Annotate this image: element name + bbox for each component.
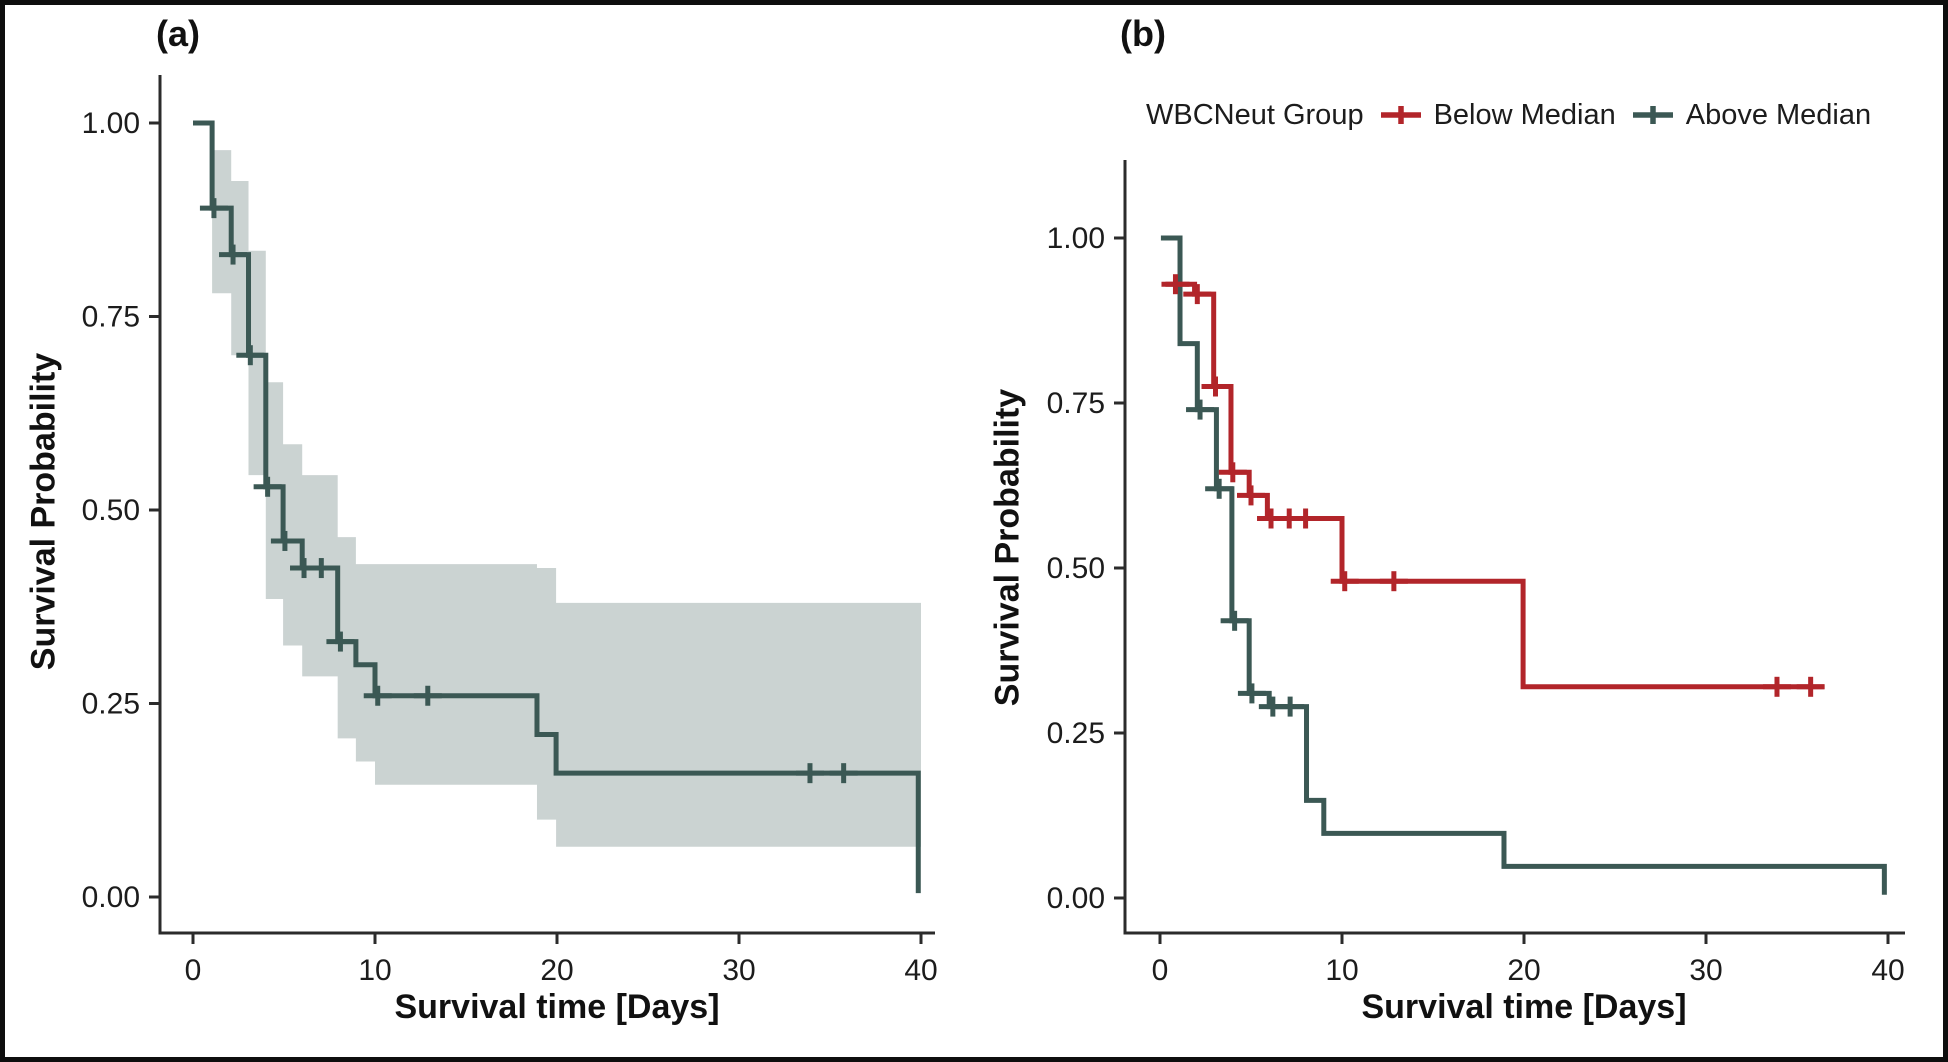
x-tick-label: 10 <box>358 954 391 987</box>
y-tick-label: 0.00 <box>82 881 140 914</box>
axis-lines <box>158 75 935 935</box>
legend-entry-label: Below Median <box>1433 98 1616 131</box>
x-tick-label: 20 <box>1507 954 1540 987</box>
legend: WBCNeut Group Below Median Above Median <box>1146 86 1871 144</box>
x-tick-label: 10 <box>1325 954 1358 987</box>
censor-plus-icon <box>1380 106 1421 124</box>
y-tick-label: 0.25 <box>82 688 140 721</box>
panel-a-plot: 0 10 20 30 40 0.00 0.25 0.50 0.75 1.00 <box>82 75 938 987</box>
panel-a-x-axis-title: Survival time [Days] <box>394 988 720 1026</box>
x-tick-label: 20 <box>540 954 573 987</box>
y-tick-label: 0.25 <box>1047 717 1105 750</box>
legend-entry-above-median: Above Median <box>1630 99 1871 132</box>
x-tick-label: 40 <box>904 954 937 987</box>
panel-a-y-axis-title: Survival Probability <box>24 352 63 671</box>
y-tick-label: 0.00 <box>1047 882 1105 915</box>
x-tick-label: 0 <box>185 954 202 987</box>
censor-marks-below-median <box>1161 274 1825 697</box>
y-tick-label: 0.75 <box>1047 387 1105 420</box>
y-tick-label: 0.75 <box>82 301 140 334</box>
panel-b-label: (b) <box>1120 13 1166 54</box>
panel-b-plot: 0 10 20 30 40 0.00 0.25 0.50 0.75 1.00 <box>1047 160 1905 987</box>
km-curve-above-median <box>1160 235 1887 895</box>
panel-b-y-axis-title: Survival Probability <box>988 388 1027 707</box>
km-curve-below-median <box>1165 281 1825 690</box>
x-tick-label: 30 <box>722 954 755 987</box>
panel-a-label: (a) <box>156 13 200 54</box>
censor-marks-above-median <box>1186 399 1305 717</box>
ci-band <box>212 150 922 847</box>
x-tick-label: 0 <box>1152 954 1169 987</box>
censor-marks-all-patients <box>199 198 858 784</box>
y-tick-label: 0.50 <box>1047 552 1105 585</box>
y-tick-label: 1.00 <box>82 107 140 140</box>
x-tick-label: 40 <box>1871 954 1904 987</box>
legend-entry-label: Above Median <box>1685 98 1872 131</box>
y-tick-label: 1.00 <box>1047 222 1105 255</box>
y-tick-label: 0.50 <box>82 494 140 527</box>
panel-b-x-axis-title: Survival time [Days] <box>1361 988 1687 1026</box>
x-tick-label: 30 <box>1689 954 1722 987</box>
censor-plus-icon <box>1632 106 1673 124</box>
legend-title: WBCNeut Group <box>1146 98 1364 131</box>
axis-lines <box>1123 160 1905 935</box>
legend-entry-below-median: Below Median <box>1378 99 1616 132</box>
